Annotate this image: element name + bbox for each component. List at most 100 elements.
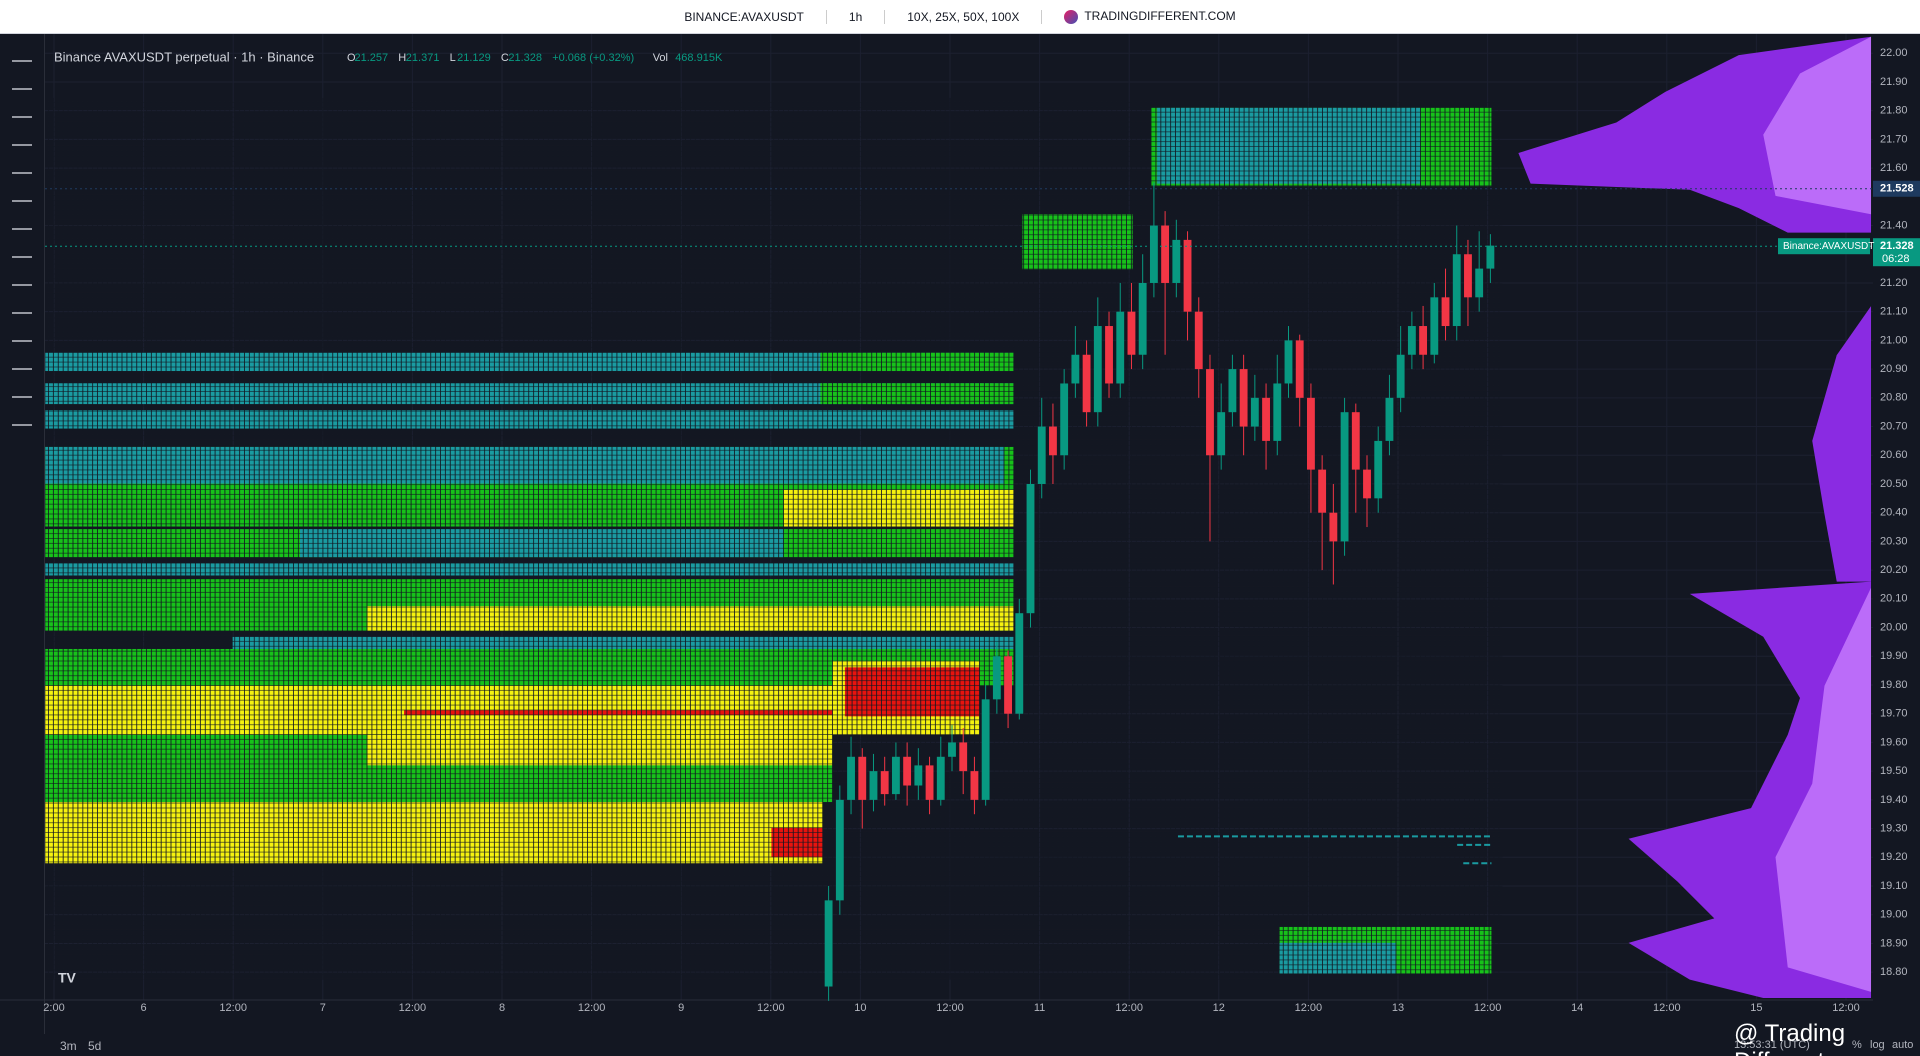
- candle-body: [1172, 239, 1181, 283]
- auto-toggle[interactable]: auto: [1892, 1039, 1914, 1051]
- candle-body: [1407, 326, 1416, 355]
- drawing-toolbar: [0, 34, 45, 1034]
- candle-body: [970, 771, 979, 800]
- tool[interactable]: [12, 340, 32, 342]
- candle-body: [835, 799, 844, 901]
- tool[interactable]: [12, 396, 32, 398]
- y-tick-label: 21.70: [1880, 133, 1908, 145]
- candle-body: [1161, 225, 1170, 283]
- price-tag-text: 21.328: [1880, 240, 1914, 252]
- range-button[interactable]: 3m: [60, 1039, 77, 1053]
- x-tick-label: 12:00: [1653, 1002, 1681, 1014]
- ohlc-value: 21.257: [355, 52, 389, 64]
- x-tick-label: 2:00: [43, 1002, 64, 1014]
- bottom-bar: 3m 5d 13:53:31 (UTC) % log auto @ Tradin…: [44, 1020, 1920, 1056]
- candle-body: [1419, 326, 1428, 355]
- watermark: @ Trading Different: [1734, 1020, 1846, 1056]
- symbol[interactable]: BINANCE:AVAXUSDT: [684, 9, 804, 24]
- range-button[interactable]: 5d: [88, 1039, 102, 1053]
- profile-shape: [1812, 306, 1872, 582]
- candle-body: [1250, 397, 1259, 427]
- x-tick-label: 12:00: [936, 1002, 964, 1014]
- candle-body: [1430, 297, 1439, 355]
- tool[interactable]: [12, 116, 32, 118]
- tool[interactable]: [12, 368, 32, 370]
- symbol-tag-text: Binance:AVAXUSDT: [1783, 241, 1874, 252]
- candle-body: [1026, 483, 1035, 614]
- candle-body: [948, 742, 956, 757]
- tool[interactable]: [12, 424, 32, 426]
- ohlc-key: O: [347, 52, 356, 64]
- y-tick-label: 20.60: [1880, 449, 1908, 461]
- candle-body: [1464, 254, 1472, 298]
- candle-body: [936, 756, 945, 800]
- price-tag: [1873, 180, 1920, 197]
- ohlc-key: L: [450, 52, 456, 64]
- candle-body: [1318, 469, 1327, 513]
- y-tick-label: 19.90: [1880, 650, 1908, 662]
- candle-body: [1060, 383, 1069, 456]
- x-tick-label: 6: [141, 1002, 147, 1014]
- price-tag: [1873, 238, 1920, 267]
- y-tick-label: 21.40: [1880, 219, 1908, 231]
- candle-body: [1127, 311, 1136, 355]
- legend-title: Binance AVAXUSDT perpetual · 1h · Binanc…: [54, 49, 314, 64]
- y-tick-label: 21.00: [1880, 334, 1908, 346]
- x-tick-label: 10: [854, 1002, 866, 1014]
- candle-body: [1138, 282, 1147, 355]
- candle-body: [1262, 397, 1270, 441]
- y-tick-label: 20.40: [1880, 507, 1908, 519]
- candle-body: [1239, 369, 1248, 427]
- candle-body: [1374, 440, 1383, 499]
- candle-body: [1363, 469, 1371, 499]
- y-tick-label: 21.60: [1880, 162, 1908, 174]
- ohlc-value: 468.915K: [675, 52, 723, 64]
- ohlc-legend: O21.257 H 21.371 L 21.129 C 21.328 +0.068 (+0.3…: [347, 52, 723, 64]
- candle-body: [1149, 225, 1158, 283]
- interval[interactable]: 1h: [848, 9, 863, 24]
- tool[interactable]: [12, 228, 32, 230]
- tool[interactable]: [12, 60, 32, 62]
- tool[interactable]: [12, 88, 32, 90]
- y-tick-label: 22.00: [1880, 47, 1908, 59]
- tool[interactable]: [12, 256, 32, 258]
- candle-body: [891, 756, 900, 795]
- tool[interactable]: [12, 172, 32, 174]
- tool[interactable]: [12, 312, 32, 314]
- y-tick-label: 19.00: [1880, 909, 1908, 921]
- candle-body: [1452, 254, 1461, 327]
- y-tick-label: 21.90: [1880, 76, 1908, 88]
- candle-body: [925, 765, 934, 800]
- candle-body: [1105, 326, 1113, 384]
- price-tag-text: 21.528: [1880, 183, 1914, 195]
- tool[interactable]: [12, 200, 32, 202]
- tool[interactable]: [12, 144, 32, 146]
- x-tick-label: 11: [1034, 1002, 1045, 1014]
- site[interactable]: TRADINGDIFFERENT.COM: [1064, 9, 1236, 24]
- ohlc-key: Vol: [653, 52, 668, 64]
- candle-body: [880, 771, 889, 795]
- x-tick-label: 12:00: [219, 1002, 247, 1014]
- candle-body: [914, 765, 923, 786]
- y-tick-label: 21.10: [1880, 306, 1908, 318]
- y-tick-label: 20.50: [1880, 478, 1908, 490]
- candle-body: [1116, 311, 1125, 384]
- candle-body: [1340, 412, 1349, 542]
- y-tick-label: 19.40: [1880, 794, 1908, 806]
- candle-body: [1015, 613, 1024, 714]
- x-tick-label: 15: [1750, 1002, 1762, 1014]
- site-text: TRADINGDIFFERENT.COM: [1084, 9, 1236, 24]
- candle-body: [992, 656, 1001, 700]
- x-tick-label: 13: [1392, 1002, 1404, 1014]
- tool[interactable]: [12, 284, 32, 286]
- y-tick-label: 19.50: [1880, 765, 1908, 777]
- ohlc-value: 21.328: [508, 52, 542, 64]
- percent-toggle[interactable]: %: [1852, 1039, 1862, 1051]
- y-tick-label: 21.20: [1880, 277, 1908, 289]
- heatmap: [45, 97, 1503, 980]
- y-tick-label: 19.60: [1880, 736, 1908, 748]
- log-toggle[interactable]: log: [1870, 1039, 1885, 1051]
- heat-grid: [45, 97, 1503, 980]
